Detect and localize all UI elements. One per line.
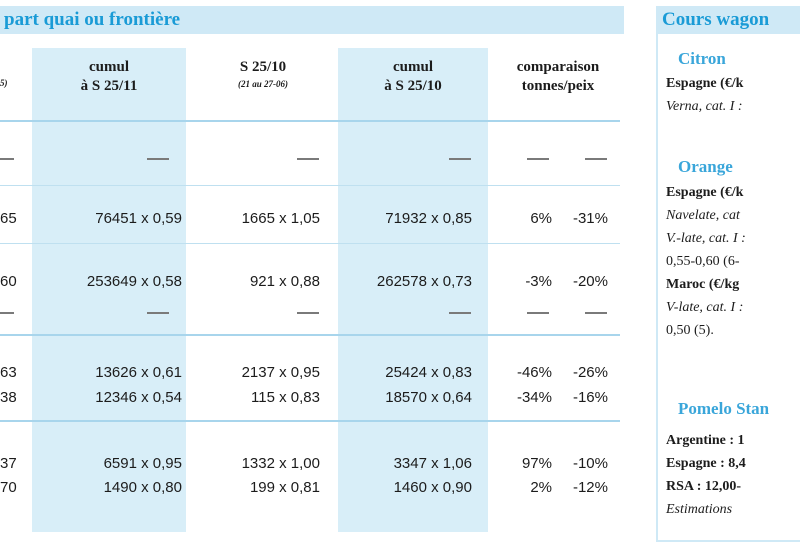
text-line: Argentine : 1 <box>666 433 745 448</box>
table-cell: 63 <box>0 364 17 381</box>
dash <box>0 158 14 160</box>
rule <box>0 243 620 244</box>
section-head-orange: Orange <box>678 157 733 176</box>
dash <box>527 312 549 314</box>
panel-title: Cours wagon <box>656 6 800 34</box>
table-cell: 6591 x 0,95 <box>103 455 182 472</box>
header-s25-10: S 25/10 (21 au 27-06) <box>238 59 288 89</box>
rule-header <box>0 120 620 122</box>
text-line: V.-late, cat. I : <box>666 231 746 246</box>
table-cell: 18570 x 0,64 <box>385 389 472 406</box>
table-cell: -3% <box>525 273 552 290</box>
rule <box>0 420 620 422</box>
table-cell: 12346 x 0,54 <box>95 389 182 406</box>
table-cell: 76451 x 0,59 <box>95 210 182 227</box>
table-cell: 199 x 0,81 <box>249 479 320 496</box>
table-cell: 60 <box>0 273 17 290</box>
dash <box>297 158 319 160</box>
wagon-prices-panel: Cours wagon Citron Espagne (€/k Verna, c… <box>656 0 800 550</box>
table-cell: -31% <box>572 210 608 227</box>
dash <box>297 312 319 314</box>
dash <box>527 158 549 160</box>
text-line: Estimations <box>666 502 733 517</box>
rule <box>0 185 620 186</box>
text-line: 0,55-0,60 (6- <box>666 254 740 269</box>
header-comparaison: comparaison tonnes/peix <box>516 59 600 94</box>
table-cell: 71932 x 0,85 <box>385 210 472 227</box>
table-cell: 38 <box>0 389 17 406</box>
table-cell: 262578 x 0,73 <box>376 273 472 290</box>
text-line: Maroc (€/kg <box>666 277 740 292</box>
dash <box>147 158 169 160</box>
table-cell: 37 <box>0 455 17 472</box>
text-line: RSA : 12,00- <box>666 479 742 494</box>
header-cumul-s25-10: cumul à S 25/10 <box>384 59 442 94</box>
table-cell: -12% <box>572 479 608 496</box>
dash <box>449 312 471 314</box>
panel-border <box>656 34 800 542</box>
table-cell: 1490 x 0,80 <box>103 479 182 496</box>
table-cell: 1332 x 1,00 <box>241 455 320 472</box>
table-cell: 2% <box>530 479 552 496</box>
dash <box>0 312 14 314</box>
text-line: Espagne (€/k <box>666 185 744 200</box>
rule <box>0 334 620 336</box>
section-head-pomelo: Pomelo Stan <box>678 399 770 418</box>
table-cell: 13626 x 0,61 <box>95 364 182 381</box>
column-shade-cumul-s25-10 <box>338 48 488 532</box>
text-line: Navelate, cat <box>666 208 740 223</box>
table-cell: -16% <box>572 389 608 406</box>
price-table-panel: part quai ou frontière 5) cumul à S 25/1… <box>0 6 624 532</box>
table-title: part quai ou frontière <box>0 6 624 34</box>
table-cell: 65 <box>0 210 17 227</box>
text-line: 0,50 (5). <box>666 323 714 338</box>
table-cell: -46% <box>516 364 552 381</box>
table-cell: 97% <box>521 455 552 472</box>
dash <box>585 158 607 160</box>
table-cell: 25424 x 0,83 <box>385 364 472 381</box>
section-head-citron: Citron <box>678 49 726 68</box>
dash <box>147 312 169 314</box>
table-cell: 3347 x 1,06 <box>393 455 472 472</box>
table-cell: -20% <box>572 273 608 290</box>
dash <box>585 312 607 314</box>
text-line: Verna, cat. I : <box>666 99 743 114</box>
text-line: V-late, cat. I : <box>666 300 744 315</box>
table-cell: 921 x 0,88 <box>249 273 320 290</box>
header-col0: 5) <box>0 78 8 88</box>
table-cell: 115 x 0,83 <box>251 389 320 406</box>
table-cell: -10% <box>572 455 608 472</box>
column-shade-cumul-s25-11 <box>32 48 186 532</box>
dash <box>449 158 471 160</box>
table-cell: 70 <box>0 479 17 496</box>
header-cumul-s25-11: cumul à S 25/11 <box>80 59 138 94</box>
text-line: Espagne : 8,4 <box>666 456 746 471</box>
table-cell: 1460 x 0,90 <box>393 479 472 496</box>
table-cell: 6% <box>530 210 552 227</box>
table-cell: -26% <box>572 364 608 381</box>
table-cell: 1665 x 1,05 <box>241 210 320 227</box>
table-cell: 2137 x 0,95 <box>241 364 320 381</box>
table-cell: -34% <box>516 389 552 406</box>
table-cell: 253649 x 0,58 <box>86 273 182 290</box>
text-line: Espagne (€/k <box>666 76 744 91</box>
